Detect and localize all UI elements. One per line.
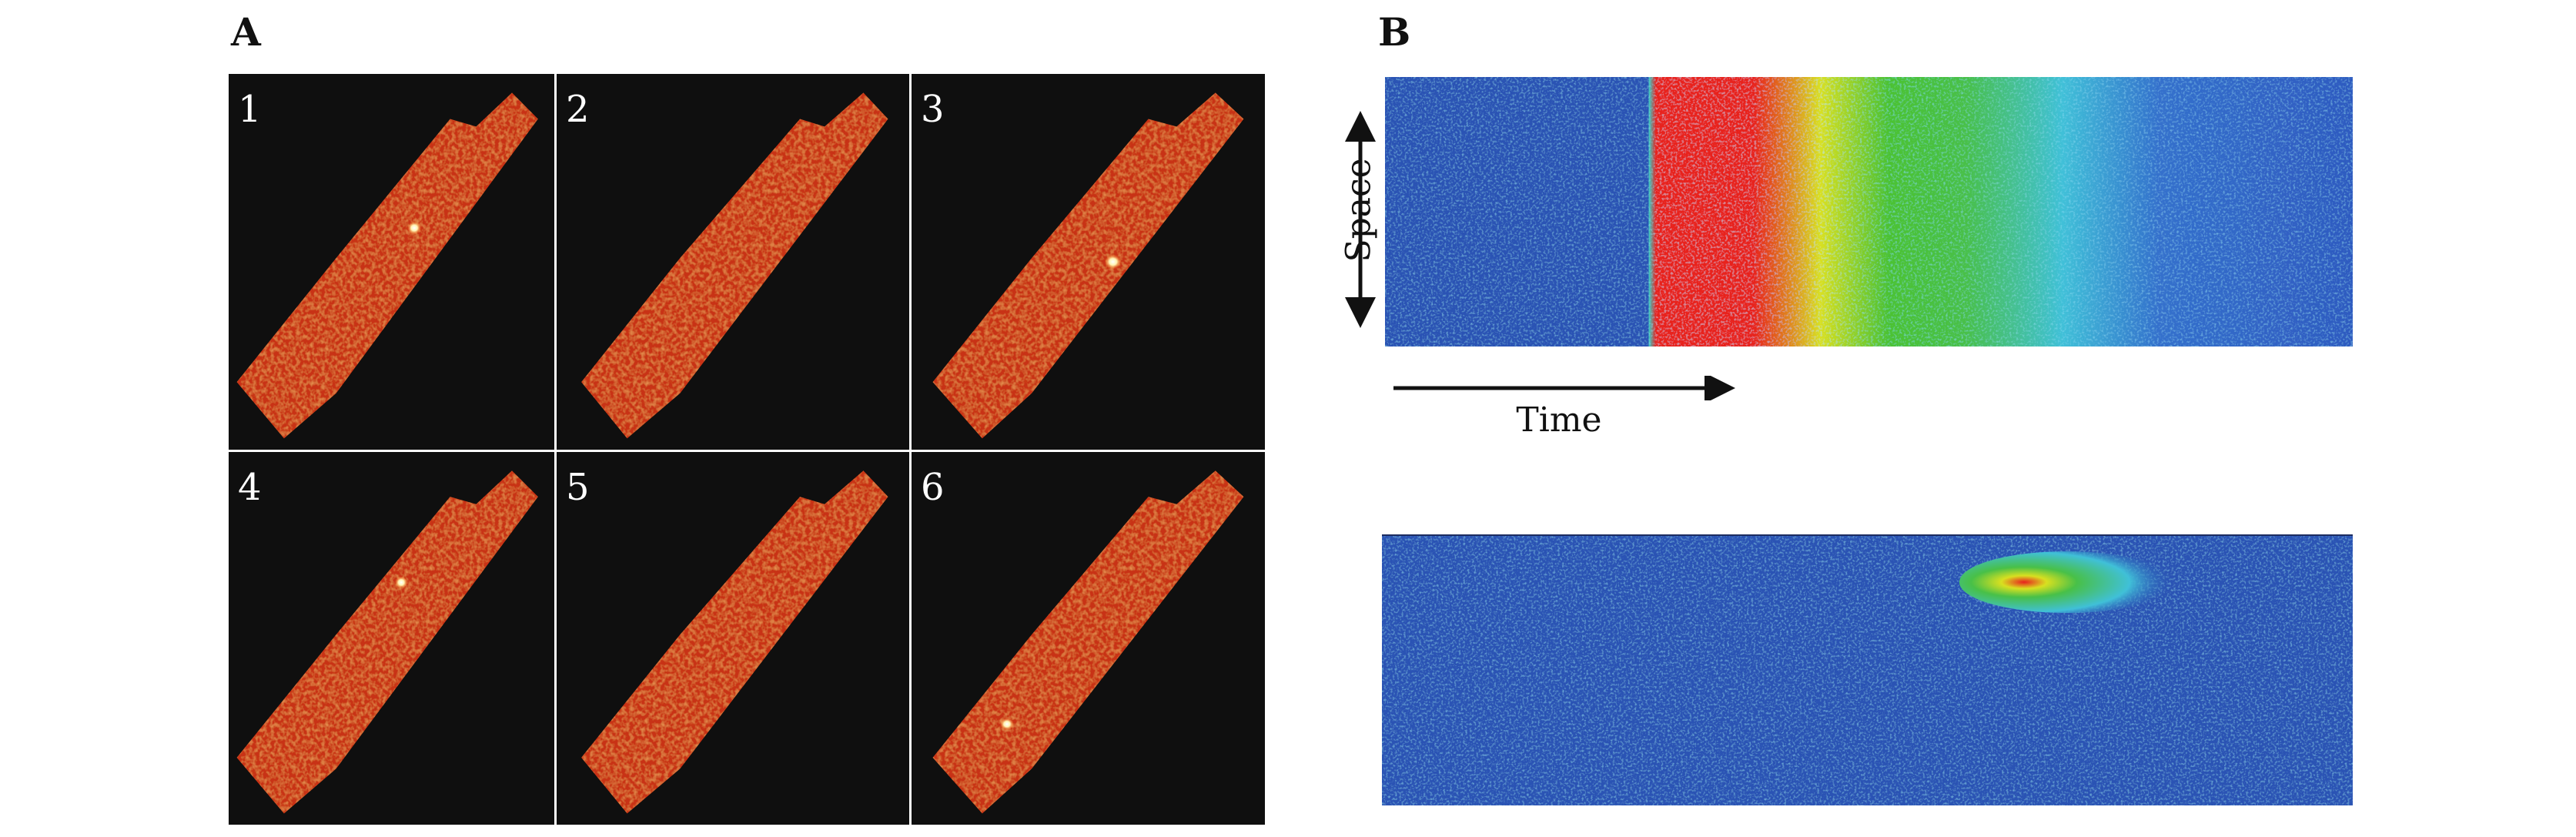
frame-number: 6 [921, 466, 945, 509]
space-axis-label: Space [1339, 158, 1379, 263]
myocyte-image [236, 470, 538, 814]
myocyte-image [932, 470, 1244, 814]
frame-number: 2 [566, 88, 590, 131]
calcium-spark [394, 576, 408, 589]
frame-2: 2 [557, 74, 912, 452]
myocyte-image [581, 92, 888, 439]
frame-5: 5 [557, 452, 912, 825]
myocyte-image [932, 92, 1244, 439]
linescan-calcium-transient [1385, 77, 2353, 347]
myocyte-image [236, 92, 538, 439]
calcium-spark [1104, 254, 1122, 270]
cell-image-grid: 1 2 3 4 5 6 [229, 74, 1265, 825]
calcium-spark [406, 221, 422, 235]
panel-b-label: B [1378, 9, 1411, 55]
calcium-spark-signal [1959, 551, 2175, 613]
calcium-spark [999, 718, 1015, 731]
frame-6: 6 [912, 452, 1265, 825]
frame-1: 1 [229, 74, 557, 452]
frame-number: 3 [921, 88, 945, 131]
space-arrow [1345, 111, 1376, 328]
frame-3: 3 [912, 74, 1265, 452]
frame-number: 4 [238, 466, 262, 509]
linescan-calcium-spark [1382, 534, 2353, 805]
frame-number: 5 [566, 466, 590, 509]
myocyte-image [581, 470, 888, 814]
time-arrow [1393, 376, 1735, 400]
panel-a-label: A [231, 9, 261, 55]
frame-number: 1 [238, 88, 262, 131]
time-axis-label: Time [1516, 400, 1602, 440]
frame-4: 4 [229, 452, 557, 825]
